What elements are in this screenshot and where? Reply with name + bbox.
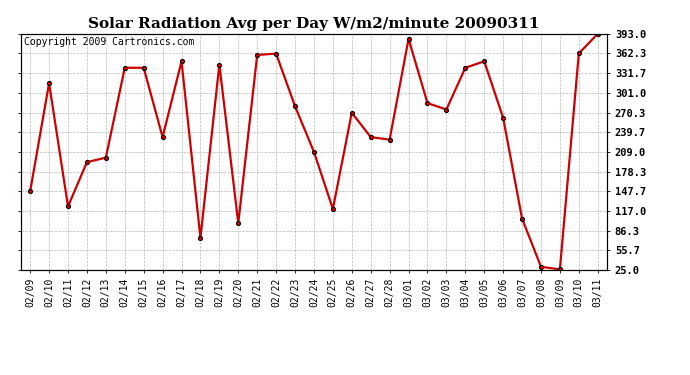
Text: Copyright 2009 Cartronics.com: Copyright 2009 Cartronics.com [23,37,194,47]
Title: Solar Radiation Avg per Day W/m2/minute 20090311: Solar Radiation Avg per Day W/m2/minute … [88,17,540,31]
